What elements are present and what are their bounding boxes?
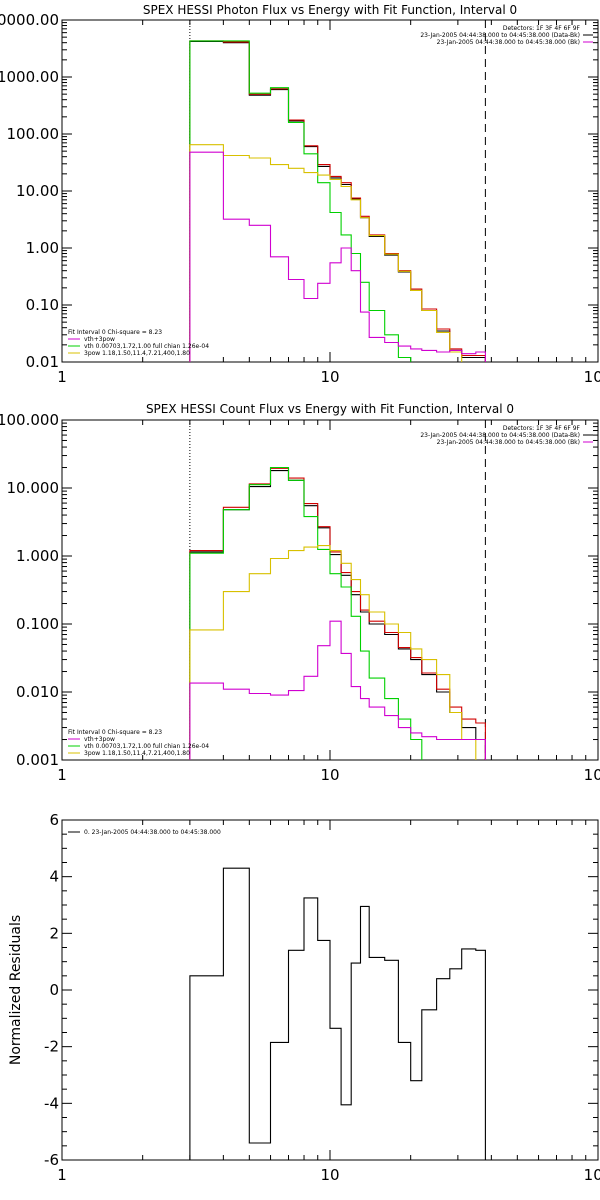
y-tick-label: 0.01 bbox=[26, 353, 59, 371]
legend-text: vth 0.00703,1.72,1.00 full chian 1.26e-0… bbox=[84, 343, 209, 350]
legend-text: 0. 23-Jan-2005 04:44:38.000 to 04:45:38.… bbox=[84, 829, 221, 836]
x-tick-label: 10 bbox=[320, 368, 339, 386]
series-line-0 bbox=[189, 867, 486, 1160]
y-tick-label: 100.00 bbox=[7, 125, 60, 143]
legend-text: Fit Interval 0 Chi-square = 8.23 bbox=[68, 329, 162, 336]
series-line-3 bbox=[189, 545, 486, 760]
residuals-panel: Normalized Residuals 1 10 100 6 4 2 0 -2 -4 -6 0. … bbox=[8, 811, 600, 1184]
series-line-4 bbox=[189, 620, 486, 760]
legend-text: 3pow 1.18,1.50,11.4,7.21,400,1.80 bbox=[84, 350, 190, 357]
header-text: Detectors: 1F 3F 4F 6F 9F bbox=[503, 425, 581, 432]
x-tick-label: 100 bbox=[584, 766, 600, 784]
count-flux-panel: SPEX HESSI Count Flux vs Energy with Fit… bbox=[0, 402, 600, 784]
photon-flux-panel: SPEX HESSI Photon Flux vs Energy with Fi… bbox=[0, 3, 600, 386]
series-line-4 bbox=[189, 151, 486, 362]
y-tick-label: 10.000 bbox=[7, 479, 60, 497]
legend-text: vth 0.00703,1.72,1.00 full chian 1.26e-0… bbox=[84, 743, 209, 750]
count-flux-title: SPEX HESSI Count Flux vs Energy with Fit… bbox=[146, 402, 514, 416]
header-text: 23-Jan-2005 04:44:38.000 to 04:45:38.000… bbox=[437, 39, 580, 46]
count-flux-plot: 1 10 100 100.000 10.000 1.000 0.100 0.010 0.001 D… bbox=[0, 411, 600, 784]
y-tick-label: -6 bbox=[44, 1151, 59, 1169]
y-tick-label: -2 bbox=[44, 1038, 59, 1056]
residuals-y-axis-label: Normalized Residuals bbox=[8, 915, 24, 1065]
x-tick-label: 10 bbox=[320, 1166, 339, 1184]
header-text: Detectors: 1F 3F 4F 6F 9F bbox=[503, 25, 581, 32]
y-tick-label: 2 bbox=[49, 924, 59, 942]
y-tick-label: 10.00 bbox=[16, 182, 59, 200]
y-tick-label: 1000.00 bbox=[0, 68, 59, 86]
y-tick-label: 1.000 bbox=[16, 547, 59, 565]
header-text: 23-Jan-2005 04:44:38.000 to 04:45:38.000… bbox=[420, 32, 580, 39]
header-text: 23-Jan-2005 04:44:38.000 to 04:45:38.000… bbox=[437, 439, 580, 446]
x-tick-label: 100 bbox=[584, 1166, 600, 1184]
y-tick-label: 0 bbox=[49, 981, 59, 999]
y-tick-label: 100.000 bbox=[0, 411, 59, 429]
residuals-plot: 1 10 100 6 4 2 0 -2 -4 -6 0. 23-Jan-2005 04:44:38.… bbox=[44, 811, 600, 1184]
y-tick-label: 0.001 bbox=[16, 751, 59, 769]
series-line-3 bbox=[189, 144, 486, 362]
legend-text: Fit Interval 0 Chi-square = 8.23 bbox=[68, 729, 162, 736]
y-tick-label: 0.100 bbox=[16, 615, 59, 633]
header-text: 23-Jan-2005 04:44:38.000 to 04:45:38.000… bbox=[420, 432, 580, 439]
x-tick-label: 10 bbox=[320, 766, 339, 784]
y-tick-label: 4 bbox=[49, 868, 59, 886]
x-tick-label: 1 bbox=[57, 368, 67, 386]
series-line-2 bbox=[189, 466, 486, 760]
y-tick-label: -4 bbox=[44, 1094, 59, 1112]
y-tick-label: 0.010 bbox=[16, 683, 59, 701]
legend-text: vth+3pow bbox=[84, 336, 115, 343]
legend-text: vth+3pow bbox=[84, 736, 115, 743]
y-tick-label: 0.10 bbox=[26, 296, 59, 314]
y-tick-label: 6 bbox=[49, 811, 59, 829]
y-tick-label: 1.00 bbox=[26, 239, 59, 257]
x-tick-label: 100 bbox=[584, 368, 600, 386]
x-tick-label: 1 bbox=[57, 766, 67, 784]
x-tick-label: 1 bbox=[57, 1166, 67, 1184]
legend-text: 3pow 1.18,1.50,11.4,7.21,400,1.80 bbox=[84, 750, 190, 757]
photon-flux-title: SPEX HESSI Photon Flux vs Energy with Fi… bbox=[143, 3, 517, 17]
